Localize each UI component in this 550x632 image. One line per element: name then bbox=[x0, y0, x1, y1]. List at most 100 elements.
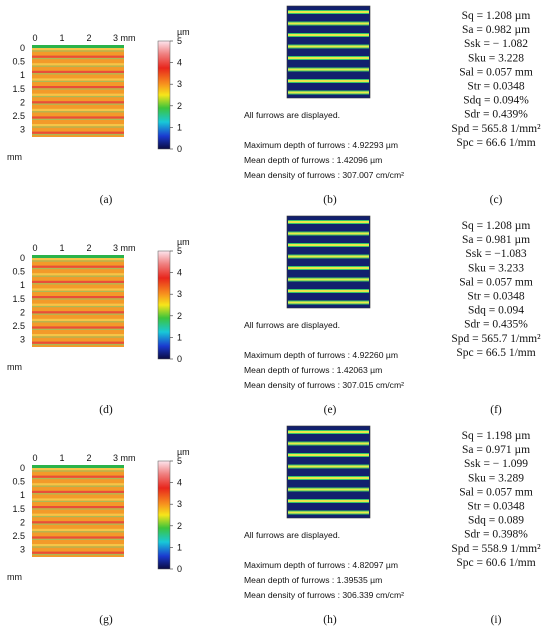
map-stripe bbox=[32, 93, 124, 96]
colorbar-tick-label: 5 bbox=[177, 456, 182, 466]
map-stripe bbox=[32, 513, 124, 516]
map-stripe bbox=[32, 490, 124, 493]
furrow-message: All furrows are displayed. bbox=[244, 530, 340, 540]
map-stripe bbox=[32, 283, 124, 285]
map-stripe bbox=[32, 546, 124, 548]
roughness-parameter: Sa = 0.981 µm bbox=[462, 234, 530, 246]
colorbar-tick-label: 3 bbox=[177, 79, 182, 89]
colorbar-tick-label: 4 bbox=[177, 478, 182, 488]
furrow-band bbox=[288, 442, 369, 445]
y-tick-label: 2.5 bbox=[12, 111, 25, 121]
map-stripe bbox=[32, 80, 124, 82]
furrow-stat: Mean depth of furrows : 1.42096 µm bbox=[244, 155, 382, 165]
roughness-parameter: Sku = 3.228 bbox=[468, 52, 524, 64]
furrow-band bbox=[288, 500, 369, 502]
roughness-parameter: Sal = 0.057 mm bbox=[459, 66, 533, 78]
map-stripe bbox=[32, 318, 124, 321]
furrow-band bbox=[288, 454, 369, 456]
panel-label: (g) bbox=[99, 614, 113, 626]
map-stripe bbox=[32, 478, 124, 480]
furrow-image bbox=[286, 5, 371, 99]
y-tick-label: 2.5 bbox=[12, 531, 25, 541]
panel-label: (f) bbox=[490, 404, 502, 416]
furrow-band bbox=[288, 11, 369, 13]
furrow-message: All furrows are displayed. bbox=[244, 320, 340, 330]
furrow-band bbox=[288, 221, 369, 223]
roughness-parameter: Spd = 565.8 1/mm² bbox=[451, 123, 541, 135]
map-stripe bbox=[32, 273, 124, 276]
x-tick-label: 2 bbox=[86, 453, 91, 463]
roughness-parameter: Spc = 66.6 1/mm bbox=[456, 137, 535, 149]
roughness-parameter: Spd = 558.9 1/mm² bbox=[451, 543, 541, 555]
roughness-parameter: Spc = 66.5 1/mm bbox=[456, 347, 535, 359]
roughness-parameter: Sal = 0.057 mm bbox=[459, 486, 533, 498]
map-stripe bbox=[32, 58, 124, 60]
y-tick-label: 0.5 bbox=[12, 57, 25, 67]
map-stripe bbox=[32, 498, 124, 501]
colorbar-tick-label: 0 bbox=[177, 144, 182, 154]
map-stripe bbox=[32, 88, 124, 90]
roughness-parameter: Sdq = 0.089 bbox=[468, 515, 524, 527]
map-stripe bbox=[32, 101, 124, 104]
x-tick-label: 3 mm bbox=[113, 33, 136, 43]
colorbar-unit: µm bbox=[177, 27, 190, 37]
map-stripe bbox=[32, 303, 124, 306]
panel-label: (e) bbox=[324, 404, 337, 416]
map-stripe bbox=[32, 290, 124, 292]
colorbar-tick-label: 1 bbox=[177, 122, 182, 132]
map-stripe bbox=[32, 126, 124, 128]
x-tick-label: 0 bbox=[32, 243, 37, 253]
y-tick-label: 3 bbox=[20, 335, 25, 345]
roughness-parameter: Sa = 0.971 µm bbox=[462, 444, 530, 456]
map-stripe bbox=[32, 111, 124, 113]
furrow-band bbox=[288, 301, 369, 304]
axis-unit: mm bbox=[7, 572, 22, 582]
colorbar-tick-label: 0 bbox=[177, 354, 182, 364]
roughness-parameter: Ssk = − 1.082 bbox=[464, 38, 528, 50]
y-tick-label: 1.5 bbox=[12, 294, 25, 304]
map-stripe bbox=[32, 131, 124, 134]
y-tick-label: 1 bbox=[20, 490, 25, 500]
furrow-band bbox=[288, 232, 369, 235]
y-tick-label: 2 bbox=[20, 97, 25, 107]
x-tick-label: 1 bbox=[59, 453, 64, 463]
roughness-parameter: Sal = 0.057 mm bbox=[459, 276, 533, 288]
furrow-stat: Mean density of furrows : 307.015 cm/cm² bbox=[244, 380, 404, 390]
colorbar-unit: µm bbox=[177, 447, 190, 457]
furrow-image bbox=[286, 425, 371, 519]
furrow-band bbox=[288, 22, 369, 25]
map-stripe bbox=[32, 296, 124, 299]
map-stripe bbox=[32, 73, 124, 75]
colorbar-tick-label: 2 bbox=[177, 521, 182, 531]
panel-label: (b) bbox=[323, 194, 337, 206]
map-stripe bbox=[32, 260, 124, 262]
map-stripe bbox=[32, 65, 124, 67]
furrow-stat: Maximum depth of furrows : 4.82097 µm bbox=[244, 560, 398, 570]
x-tick-label: 3 mm bbox=[113, 243, 136, 253]
map-stripe bbox=[32, 306, 124, 308]
map-stripe bbox=[32, 321, 124, 323]
map-stripe bbox=[32, 288, 124, 291]
height-map bbox=[32, 465, 124, 557]
furrow-band bbox=[288, 57, 369, 59]
x-tick-label: 3 mm bbox=[113, 453, 136, 463]
map-stripe bbox=[32, 311, 124, 314]
map-stripe bbox=[32, 551, 124, 554]
map-stripe bbox=[32, 48, 124, 51]
roughness-parameter: Sdr = 0.439% bbox=[464, 109, 528, 121]
map-stripe bbox=[32, 298, 124, 300]
furrow-stat: Mean depth of furrows : 1.39535 µm bbox=[244, 575, 382, 585]
colorbar-tick-label: 0 bbox=[177, 564, 182, 574]
furrow-stat: Mean density of furrows : 306.339 cm/cm² bbox=[244, 590, 404, 600]
map-stripe bbox=[32, 521, 124, 524]
furrow-band bbox=[288, 244, 369, 246]
furrow-stat: Mean depth of furrows : 1.42063 µm bbox=[244, 365, 382, 375]
map-stripe bbox=[32, 134, 124, 136]
map-stripe bbox=[32, 536, 124, 539]
height-map bbox=[32, 255, 124, 347]
y-tick-label: 1 bbox=[20, 70, 25, 80]
y-tick-label: 1 bbox=[20, 280, 25, 290]
y-tick-label: 3 bbox=[20, 545, 25, 555]
map-stripe bbox=[32, 344, 124, 346]
map-stripe bbox=[32, 468, 124, 471]
